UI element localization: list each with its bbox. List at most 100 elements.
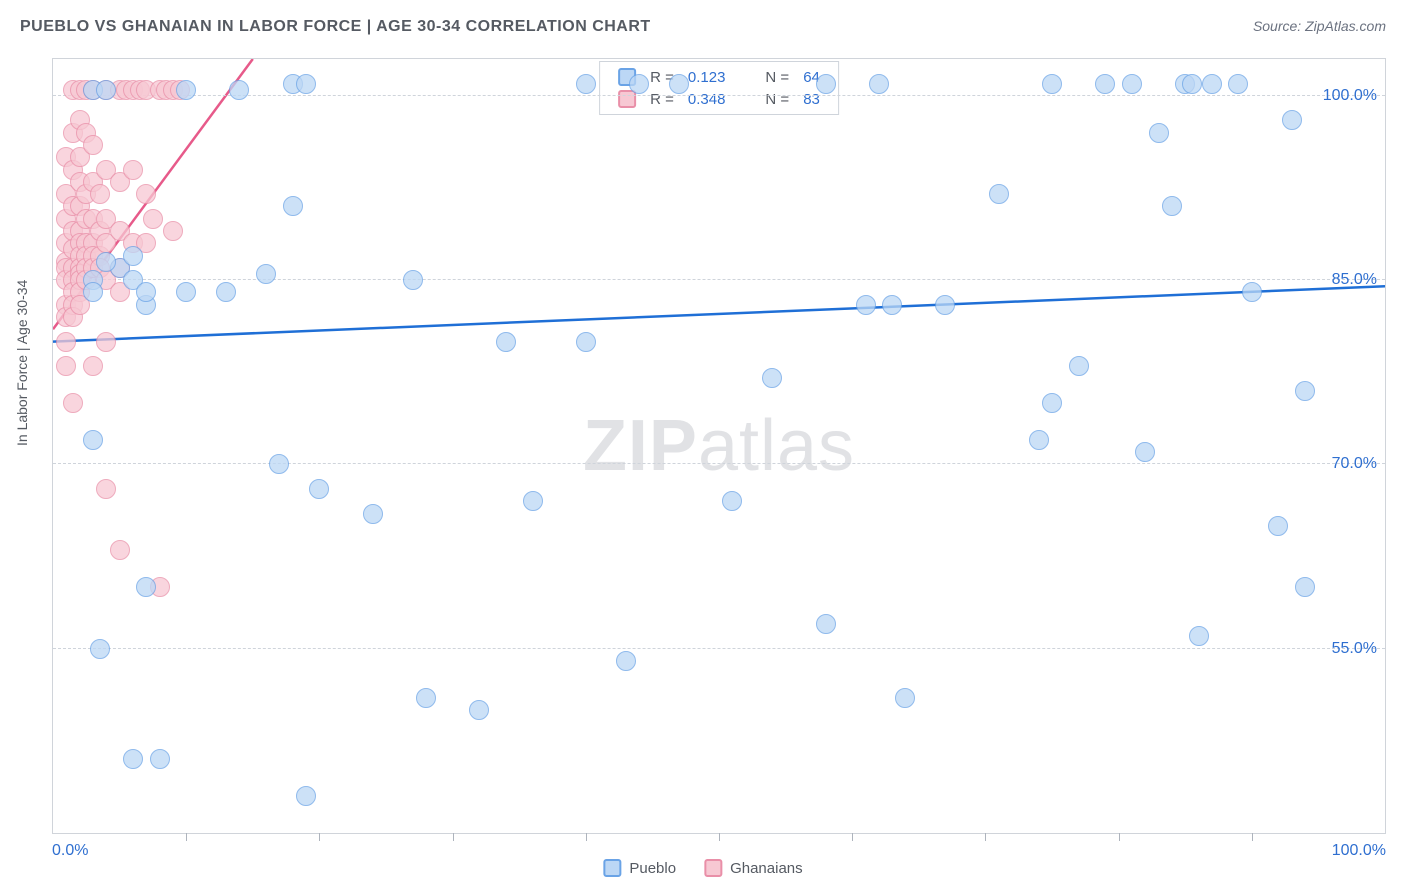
series-legend: Pueblo Ghanaians <box>603 859 802 877</box>
x-tick <box>586 833 587 841</box>
n-label: N = <box>765 69 789 86</box>
scatter-point-pueblo <box>1042 393 1062 413</box>
scatter-point-pueblo <box>1189 626 1209 646</box>
scatter-point-ghanaians <box>163 221 183 241</box>
scatter-point-pueblo <box>1162 196 1182 216</box>
scatter-point-pueblo <box>669 74 689 94</box>
scatter-point-pueblo <box>1095 74 1115 94</box>
scatter-point-pueblo <box>1042 74 1062 94</box>
scatter-point-pueblo <box>869 74 889 94</box>
legend-item: Pueblo <box>603 859 676 877</box>
scatter-point-pueblo <box>1182 74 1202 94</box>
scatter-point-pueblo <box>416 688 436 708</box>
r-value: 0.348 <box>688 91 726 108</box>
scatter-point-ghanaians <box>56 356 76 376</box>
x-tick <box>1252 833 1253 841</box>
scatter-point-pueblo <box>1029 430 1049 450</box>
legend-label: Pueblo <box>629 860 676 877</box>
n-value: 83 <box>803 91 820 108</box>
scatter-point-pueblo <box>256 264 276 284</box>
scatter-point-ghanaians <box>110 540 130 560</box>
scatter-point-pueblo <box>616 651 636 671</box>
scatter-point-pueblo <box>523 491 543 511</box>
chart-plot-area: ZIPatlas R =0.123N =64R =0.348N =83 55.0… <box>52 58 1386 834</box>
scatter-point-pueblo <box>123 246 143 266</box>
scatter-point-pueblo <box>150 749 170 769</box>
trend-lines <box>53 59 1385 833</box>
gridline <box>53 95 1385 96</box>
legend-swatch <box>704 859 722 877</box>
source-label: Source: ZipAtlas.com <box>1253 18 1386 34</box>
y-tick-label: 55.0% <box>1332 640 1377 658</box>
scatter-point-ghanaians <box>83 356 103 376</box>
scatter-point-pueblo <box>576 74 596 94</box>
scatter-point-pueblo <box>496 332 516 352</box>
scatter-point-ghanaians <box>63 393 83 413</box>
legend-swatch <box>603 859 621 877</box>
y-axis-title: In Labor Force | Age 30-34 <box>14 280 30 446</box>
scatter-point-pueblo <box>576 332 596 352</box>
scatter-point-pueblo <box>283 196 303 216</box>
stats-row: R = 0.348 N = 83 <box>618 88 820 110</box>
scatter-point-pueblo <box>90 639 110 659</box>
y-tick-label: 70.0% <box>1332 455 1377 473</box>
legend-swatch <box>618 90 636 108</box>
scatter-point-pueblo <box>816 74 836 94</box>
x-axis-max-label: 100.0% <box>1332 842 1386 860</box>
scatter-point-pueblo <box>1122 74 1142 94</box>
scatter-point-pueblo <box>136 282 156 302</box>
scatter-point-pueblo <box>83 430 103 450</box>
scatter-point-pueblo <box>176 282 196 302</box>
scatter-point-pueblo <box>83 282 103 302</box>
scatter-point-pueblo <box>269 454 289 474</box>
x-tick <box>186 833 187 841</box>
scatter-point-ghanaians <box>136 184 156 204</box>
scatter-point-ghanaians <box>96 479 116 499</box>
scatter-point-pueblo <box>935 295 955 315</box>
scatter-point-pueblo <box>469 700 489 720</box>
scatter-point-pueblo <box>296 74 316 94</box>
scatter-point-pueblo <box>96 80 116 100</box>
scatter-point-pueblo <box>363 504 383 524</box>
scatter-point-pueblo <box>1135 442 1155 462</box>
r-value: 0.123 <box>688 69 726 86</box>
scatter-point-ghanaians <box>83 135 103 155</box>
scatter-point-pueblo <box>1228 74 1248 94</box>
scatter-point-ghanaians <box>123 160 143 180</box>
scatter-point-pueblo <box>762 368 782 388</box>
scatter-point-pueblo <box>403 270 423 290</box>
x-axis-min-label: 0.0% <box>52 842 88 860</box>
gridline <box>53 463 1385 464</box>
scatter-point-ghanaians <box>90 184 110 204</box>
scatter-point-pueblo <box>309 479 329 499</box>
scatter-point-pueblo <box>123 749 143 769</box>
scatter-point-pueblo <box>989 184 1009 204</box>
scatter-point-pueblo <box>229 80 249 100</box>
scatter-point-ghanaians <box>56 332 76 352</box>
n-label: N = <box>765 91 789 108</box>
scatter-point-pueblo <box>895 688 915 708</box>
scatter-point-pueblo <box>1268 516 1288 536</box>
scatter-point-ghanaians <box>96 332 116 352</box>
scatter-point-pueblo <box>722 491 742 511</box>
x-tick <box>319 833 320 841</box>
legend-label: Ghanaians <box>730 860 803 877</box>
page-title: PUEBLO VS GHANAIAN IN LABOR FORCE | AGE … <box>20 18 651 36</box>
scatter-point-pueblo <box>216 282 236 302</box>
scatter-point-pueblo <box>1295 381 1315 401</box>
r-label: R = <box>650 91 674 108</box>
gridline <box>53 279 1385 280</box>
scatter-point-pueblo <box>816 614 836 634</box>
scatter-point-pueblo <box>1069 356 1089 376</box>
y-tick-label: 85.0% <box>1332 271 1377 289</box>
scatter-point-pueblo <box>882 295 902 315</box>
x-tick <box>1119 833 1120 841</box>
scatter-point-pueblo <box>1282 110 1302 130</box>
scatter-point-pueblo <box>1149 123 1169 143</box>
scatter-point-pueblo <box>1295 577 1315 597</box>
scatter-point-pueblo <box>96 252 116 272</box>
scatter-point-pueblo <box>856 295 876 315</box>
x-tick <box>453 833 454 841</box>
y-tick-label: 100.0% <box>1323 87 1377 105</box>
x-tick <box>719 833 720 841</box>
